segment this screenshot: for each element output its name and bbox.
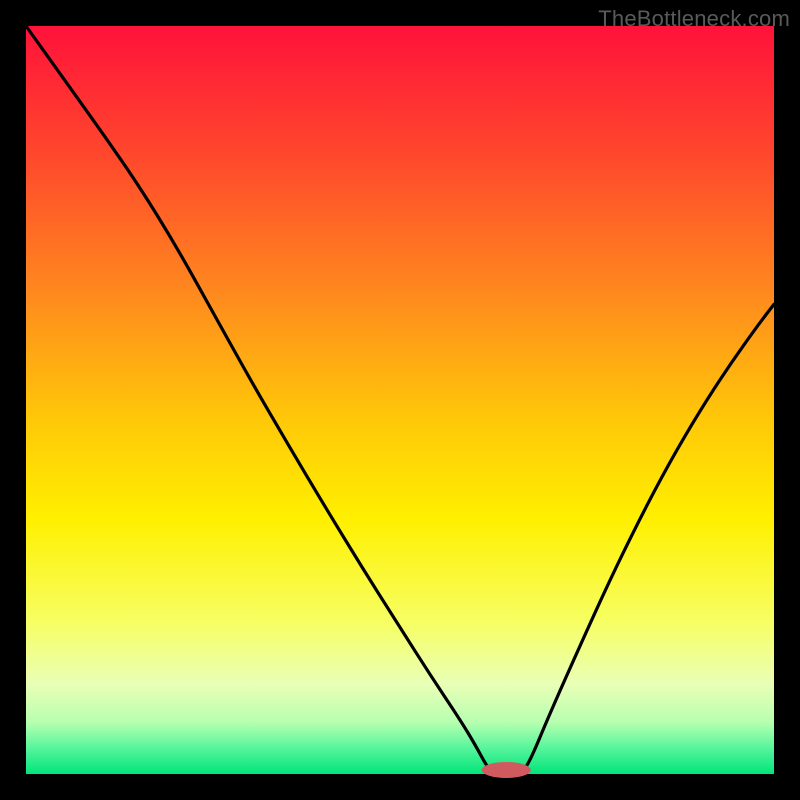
chart-svg bbox=[0, 0, 800, 800]
watermark-text: TheBottleneck.com bbox=[598, 6, 790, 32]
plot-background bbox=[26, 26, 774, 774]
bottleneck-chart: TheBottleneck.com bbox=[0, 0, 800, 800]
optimal-point-marker bbox=[482, 763, 530, 778]
